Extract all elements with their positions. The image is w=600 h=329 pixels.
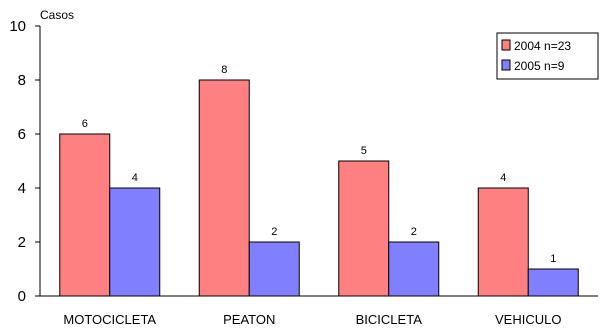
bars bbox=[59, 79, 579, 297]
y-tick-label: 0 bbox=[18, 288, 26, 305]
bar-value-label: 6 bbox=[82, 118, 88, 130]
legend-swatch bbox=[501, 39, 511, 51]
legend-label: 2004 n=23 bbox=[514, 39, 571, 53]
bar-value-label: 2 bbox=[411, 226, 417, 238]
legend-label: 2005 n=9 bbox=[514, 59, 565, 73]
x-category-label: VEHICULO bbox=[495, 312, 561, 327]
bar-value-label: 8 bbox=[221, 64, 227, 76]
bar-series-b bbox=[109, 187, 161, 297]
bar-series-a bbox=[198, 79, 250, 297]
bar-value-label: 1 bbox=[550, 253, 556, 265]
x-axis-categories: MOTOCICLETA PEATON BICICLETA VEHICULO bbox=[63, 312, 561, 327]
legend-swatch bbox=[501, 59, 511, 71]
bar-value-label: 5 bbox=[361, 145, 367, 157]
y-tick-label: 10 bbox=[9, 18, 26, 35]
y-tick-label: 2 bbox=[18, 234, 26, 251]
bar-value-label: 4 bbox=[132, 172, 138, 184]
bar-series-a bbox=[477, 187, 529, 297]
legend-box bbox=[496, 32, 599, 80]
y-tick-label: 8 bbox=[18, 72, 26, 89]
y-axis-label: Casos bbox=[40, 8, 74, 22]
axes bbox=[39, 26, 598, 297]
y-axis-ticks: 0 2 4 6 8 10 bbox=[9, 18, 40, 305]
x-category-label: BICICLETA bbox=[356, 312, 423, 327]
x-category-label: PEATON bbox=[223, 312, 275, 327]
bar-series-b bbox=[248, 241, 300, 297]
legend: 2004 n=23 2005 n=9 bbox=[496, 32, 599, 80]
bar-series-a bbox=[338, 160, 390, 297]
bar-series-b bbox=[388, 241, 440, 297]
x-category-label: MOTOCICLETA bbox=[63, 312, 156, 327]
data-labels: 6 4 8 2 5 2 4 1 bbox=[82, 64, 557, 265]
y-tick-label: 6 bbox=[18, 126, 26, 143]
bar-series-a bbox=[59, 133, 111, 297]
y-tick-label: 4 bbox=[18, 180, 26, 197]
bar-series-b bbox=[527, 268, 579, 297]
bar-value-label: 4 bbox=[500, 172, 506, 184]
bar-value-label: 2 bbox=[271, 226, 277, 238]
